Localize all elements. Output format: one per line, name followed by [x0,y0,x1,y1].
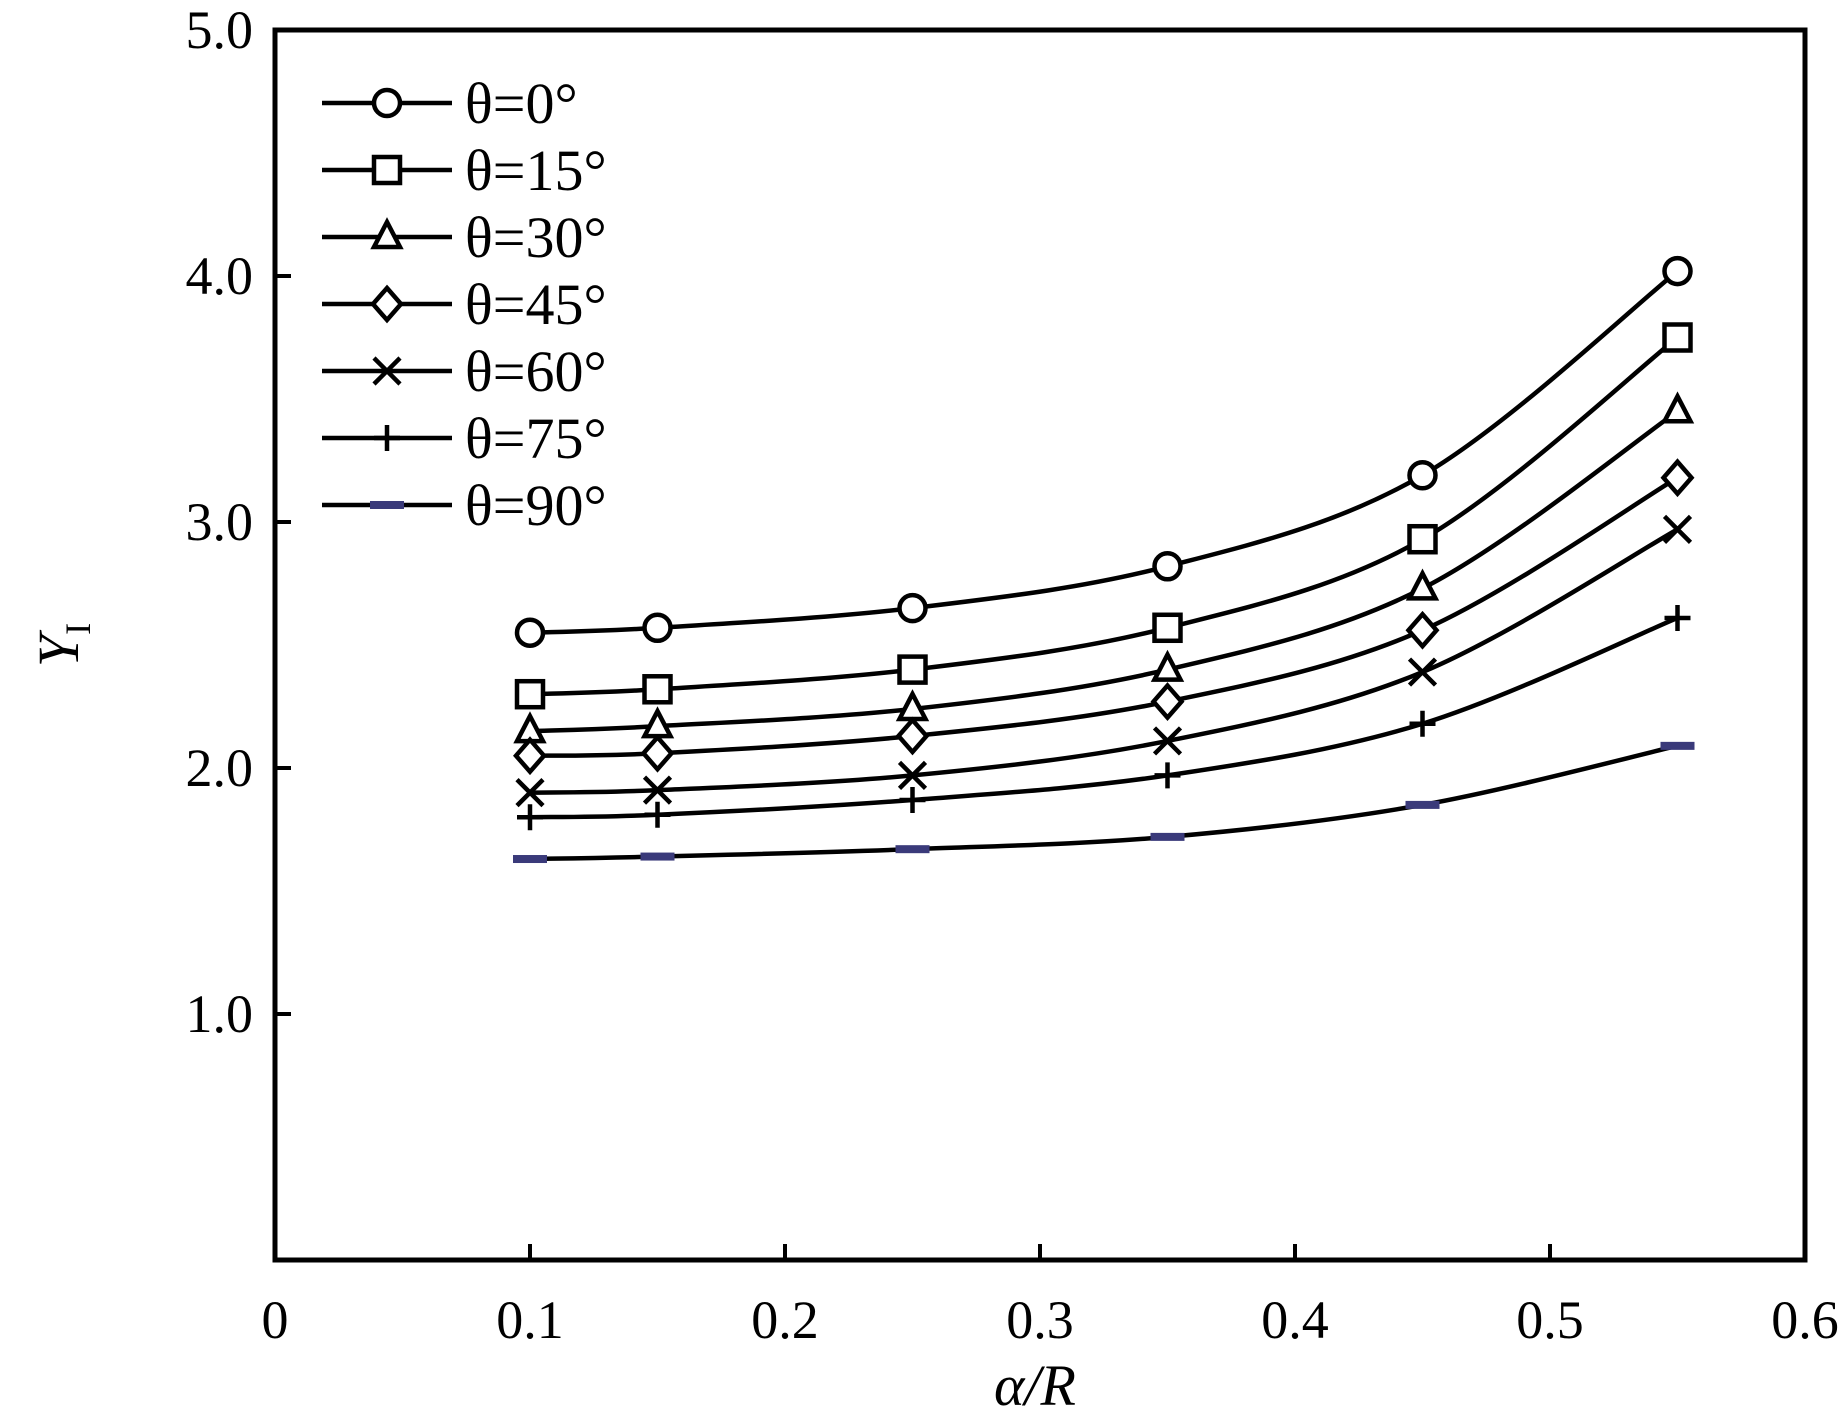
series [515,514,1693,808]
data-point [1150,649,1185,682]
data-point [517,804,543,831]
data-point [1660,741,1695,750]
data-point [1150,682,1185,721]
x-tick-label: 0.2 [751,1290,819,1350]
legend-item: θ=60° [322,339,607,404]
legend: θ=0°θ=15°θ=30°θ=45°θ=60°θ=75°θ=90° [322,71,607,538]
data-point [372,356,402,386]
y-axis-ticks: 1.0 2.0 3.0 4.0 5.0 [186,0,291,1044]
x-tick-label: 0.1 [496,1290,564,1350]
series-line [529,743,1679,862]
legend-label: θ=0° [465,71,578,136]
series [514,255,1693,648]
legend-item: θ=0° [322,71,578,136]
y-axis-title-subscript: I [58,623,98,635]
data-point [370,501,404,509]
y-axis-title-main: Y [26,629,91,667]
x-tick-label: 0.3 [1006,1290,1074,1350]
y-tick-label: 3.0 [186,492,254,552]
legend-label: θ=45° [465,272,607,337]
series [513,391,1695,744]
legend-label: θ=30° [465,205,607,270]
data-point [642,775,673,805]
legend-label: θ=60° [465,339,607,404]
data-point [1152,726,1183,756]
y-axis-title: YI [26,623,98,667]
series-line [529,335,1679,697]
series [513,741,1695,864]
legend-item: θ=30° [322,205,607,270]
data-point [899,786,926,813]
data-point [640,852,675,861]
data-point [642,612,673,644]
data-point [371,87,403,119]
data-point [514,617,546,648]
legend-label: θ=15° [465,138,607,203]
x-tick-label: 0 [262,1290,289,1350]
data-point [895,845,930,854]
series [517,604,1691,831]
data-point [514,678,546,710]
data-point [644,801,671,828]
data-point [1152,612,1183,644]
data-point [1407,460,1438,491]
x-tick-label: 0.5 [1516,1290,1584,1350]
data-point [1660,391,1695,424]
svg-text:YI: YI [26,623,98,667]
data-point [642,674,673,705]
legend-item: θ=45° [322,272,607,337]
data-point [513,855,547,864]
data-point [371,154,403,186]
legend-item: θ=90° [322,473,607,538]
data-point [1409,710,1436,737]
data-point [1407,523,1438,555]
series [514,322,1693,710]
data-point [1660,458,1695,498]
y-tick-label: 5.0 [186,0,254,60]
x-axis-title: α/R [994,1353,1076,1418]
data-point [1405,800,1440,809]
data-point [1154,762,1181,789]
legend-item: θ=15° [322,138,607,203]
data-point [1405,568,1440,601]
data-point [897,592,928,624]
series [513,458,1695,776]
data-point [513,736,547,776]
data-point [374,425,400,451]
y-tick-label: 2.0 [186,738,254,798]
data-point [895,716,930,756]
data-point [370,284,404,324]
series-line [529,409,1679,734]
data-point [1405,610,1440,650]
data-point [1662,514,1693,544]
data-point [515,778,545,808]
legend-item: θ=75° [322,406,607,471]
data-point [897,760,928,790]
y-tick-label: 4.0 [186,246,254,306]
data-point [370,217,404,250]
x-tick-label: 0.4 [1261,1290,1329,1350]
data-point [1150,832,1185,841]
data-point [640,733,675,773]
x-axis-ticks: 0 0.1 0.2 0.3 0.4 0.5 0.6 [262,1244,1839,1350]
series-line [529,269,1679,635]
data-point [1152,551,1183,582]
y-tick-label: 1.0 [186,984,254,1044]
x-tick-label: 0.6 [1771,1290,1839,1350]
data-point [897,654,928,685]
data-point [1407,657,1438,687]
series-line [529,475,1679,758]
data-point [1662,255,1693,287]
series-layer [513,255,1695,864]
legend-label: θ=75° [465,406,607,471]
data-point [1662,322,1693,353]
legend-label: θ=90° [465,473,607,538]
data-point [1664,604,1691,631]
